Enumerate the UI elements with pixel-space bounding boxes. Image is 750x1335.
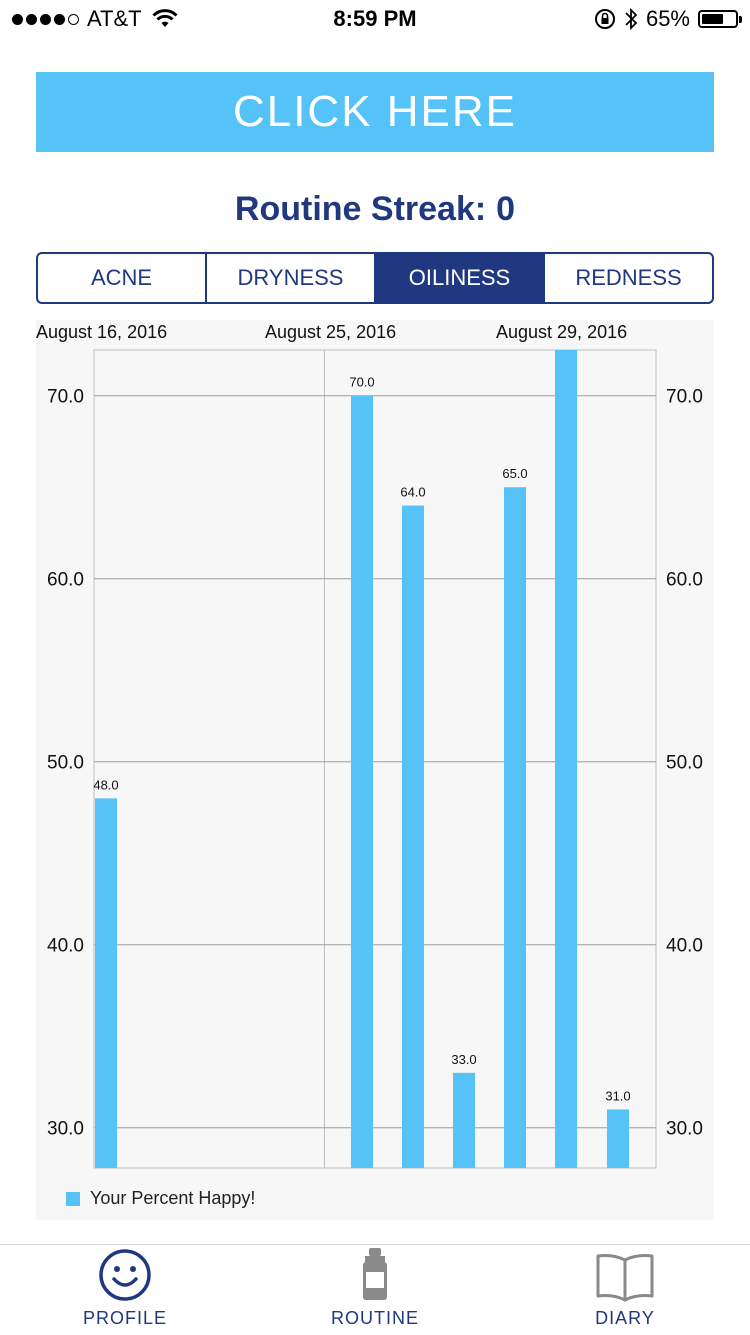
bar-value-label: 64.0 [400, 485, 425, 500]
skin-category-segmented-control: ACNE DRYNESS OILINESS REDNESS [36, 252, 714, 304]
signal-strength-icon [12, 13, 79, 25]
tab-profile[interactable]: PROFILE [0, 1245, 250, 1335]
y-tick-left: 50.0 [47, 753, 84, 774]
y-tick-right: 30.0 [666, 1119, 703, 1140]
date-label: August 29, 2016 [496, 322, 627, 342]
date-label: August 16, 2016 [36, 322, 167, 342]
y-tick-left: 70.0 [47, 387, 84, 408]
orientation-lock-icon [594, 9, 615, 29]
bar-value-label: 31.0 [605, 1088, 630, 1103]
chart-svg: 30.0 30.0 40.0 40.0 50.0 50.0 60.0 60.0 70.0 70.0… [36, 322, 703, 1169]
bar [453, 1072, 475, 1168]
y-tick-right: 40.0 [666, 936, 703, 957]
battery-percent: 65% [645, 6, 690, 31]
plot-frame [93, 349, 657, 1169]
legend-label: Your Percent Happy! [90, 1188, 256, 1208]
bar [504, 487, 526, 1169]
bar [95, 798, 117, 1168]
date-label: August 25, 2016 [265, 322, 396, 342]
status-right: 65% [594, 6, 742, 32]
bar-value-label: 70.0 [349, 375, 374, 390]
bluetooth-icon [625, 7, 638, 31]
tab-routine[interactable]: ROUTINE [250, 1245, 500, 1335]
streak-value: 0 [496, 190, 516, 228]
status-left: AT&T [12, 6, 178, 32]
y-tick-left: 30.0 [47, 1119, 84, 1140]
battery-icon [698, 10, 742, 28]
y-tick-right: 60.0 [666, 570, 703, 591]
y-tick-right: 50.0 [666, 753, 703, 774]
tab-diary-label: DIARY [595, 1308, 655, 1328]
routine-streak: Routine Streak: 0 [0, 190, 750, 229]
bottom-tab-bar: PROFILE ROUTINE DIARY [0, 1244, 750, 1335]
carrier-name: AT&T [87, 6, 142, 31]
legend-swatch [66, 1191, 80, 1206]
status-bar: AT&T 8:59 PM 65% [0, 0, 750, 40]
bar-value-label: 33.0 [451, 1052, 476, 1067]
segment-dryness[interactable]: DRYNESS [207, 254, 376, 302]
smiley-icon [99, 1249, 151, 1301]
tab-diary[interactable]: DIARY [500, 1245, 750, 1335]
y-tick-left: 60.0 [47, 570, 84, 591]
happiness-bar-chart: 30.0 30.0 40.0 40.0 50.0 50.0 60.0 60.0 70.0 70.0… [36, 320, 714, 1220]
y-tick-right: 70.0 [666, 387, 703, 408]
book-icon [596, 1254, 654, 1302]
tab-routine-label: ROUTINE [331, 1308, 419, 1328]
bottle-icon [363, 1248, 387, 1300]
bar [402, 505, 424, 1168]
streak-label: Routine Streak: [234, 190, 487, 228]
wifi-icon [152, 9, 178, 27]
chart-legend: Your Percent Happy! [66, 1188, 255, 1209]
segment-redness[interactable]: REDNESS [575, 265, 682, 290]
bar-value-label: 65.0 [502, 466, 527, 481]
bar [555, 350, 577, 1168]
bar [607, 1109, 629, 1168]
tab-profile-label: PROFILE [82, 1308, 168, 1328]
chart-background [36, 320, 714, 1220]
segment-oiliness[interactable]: OILINESS [376, 254, 545, 302]
bar-value-label: 48.0 [93, 777, 118, 792]
segment-acne[interactable]: ACNE [38, 254, 207, 302]
bar [351, 395, 373, 1168]
click-here-button[interactable]: CLICK HERE [36, 72, 714, 152]
y-tick-left: 40.0 [47, 936, 84, 957]
